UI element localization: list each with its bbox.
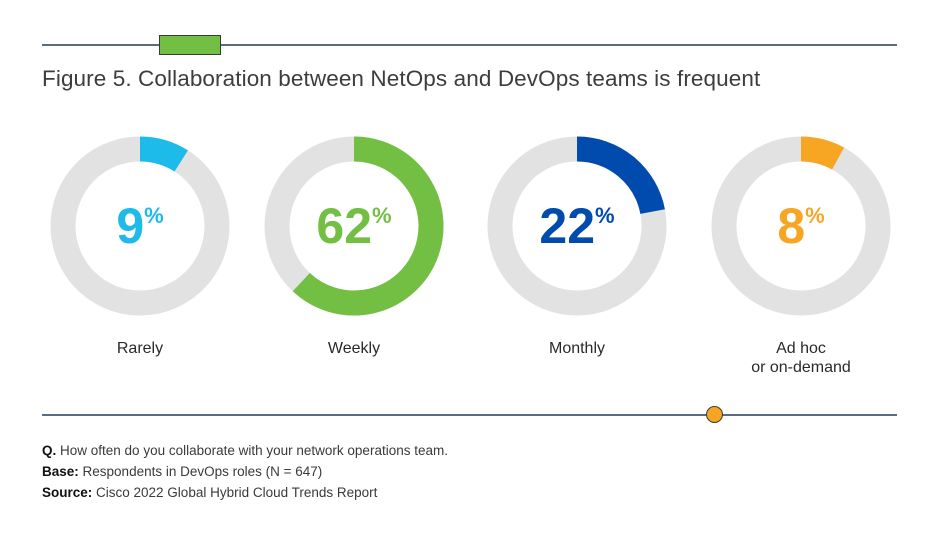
donut-segment (139, 136, 188, 172)
donut-group: 62% Weekly (264, 136, 444, 357)
donut-category-line: Rarely (117, 340, 163, 357)
source-text: Cisco 2022 Global Hybrid Cloud Trends Re… (92, 485, 378, 500)
donut-value-unit: % (805, 203, 825, 228)
donut-segment (576, 136, 665, 215)
green-tab-marker (159, 35, 221, 55)
donut-category-line: or on-demand (751, 359, 851, 376)
bottom-divider (42, 414, 897, 416)
donut-category-label: Monthly (549, 340, 605, 357)
donut-value-number: 22 (539, 198, 595, 254)
donut-category-label: Weekly (328, 340, 380, 357)
donut-group: 22% Monthly (487, 136, 667, 357)
figure-title: Figure 5. Collaboration between NetOps a… (42, 66, 761, 91)
donut-value-unit: % (372, 203, 392, 228)
orange-dot-marker (706, 406, 723, 423)
source-label: Source: (42, 485, 93, 500)
donut-value-unit: % (144, 203, 164, 228)
source-note: Source: Cisco 2022 Global Hybrid Cloud T… (42, 482, 448, 503)
donut-category-line: Monthly (549, 340, 605, 357)
question-text: How often do you collaborate with your n… (56, 443, 448, 458)
donut-value-number: 62 (316, 198, 372, 254)
donut-segment (292, 136, 444, 316)
figure-notes: Q. How often do you collaborate with you… (42, 440, 448, 503)
donut-segment (800, 136, 845, 170)
base-text: Respondents in DevOps roles (N = 647) (78, 464, 323, 479)
question-note: Q. How often do you collaborate with you… (42, 440, 448, 461)
top-divider (42, 44, 897, 46)
donut-category-label: Rarely (117, 340, 163, 357)
donut-category-line: Weekly (328, 340, 380, 357)
donut-value-unit: % (595, 203, 615, 228)
base-label: Base: (42, 464, 79, 479)
donut-chart-area: 9% Rarely 62% Weekly 22% Monthly 8% Ad hoc or on… (50, 136, 891, 376)
donut-group: 9% Rarely (50, 136, 230, 357)
donut-value-label: 22% (539, 198, 614, 254)
question-label: Q. (42, 443, 57, 458)
donut-value-number: 9 (116, 198, 144, 254)
donut-value-label: 62% (316, 198, 391, 254)
donut-group: 8% Ad hoc or on-demand (711, 136, 891, 376)
donut-category-line: Ad hoc (776, 340, 826, 357)
donut-value-number: 8 (777, 198, 805, 254)
donut-value-label: 8% (777, 198, 824, 254)
base-note: Base: Respondents in DevOps roles (N = 6… (42, 461, 448, 482)
donut-value-label: 9% (116, 198, 163, 254)
donut-category-label: Ad hoc or on-demand (751, 340, 851, 376)
